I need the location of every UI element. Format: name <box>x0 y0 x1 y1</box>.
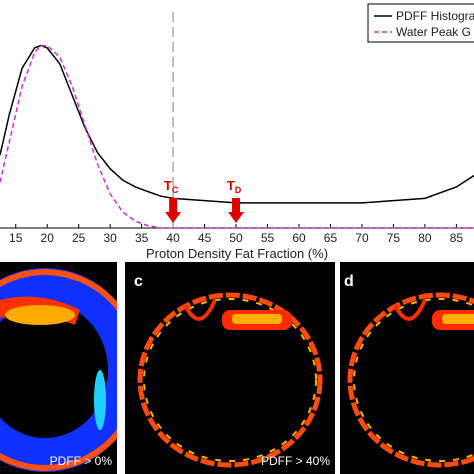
annotation-sub: C <box>172 185 179 195</box>
x-tick-label: 25 <box>72 231 86 245</box>
panel-image <box>125 262 335 474</box>
annotation-arrow <box>228 198 245 223</box>
x-tick-label: 85 <box>450 231 464 245</box>
x-tick-label: 50 <box>229 231 243 245</box>
x-axis-label: Proton Density Fat Fraction (%) <box>146 246 328 261</box>
x-tick-label: 35 <box>135 231 149 245</box>
x-tick-label: 40 <box>166 231 180 245</box>
legend-label: Water Peak G <box>396 25 471 39</box>
x-tick-label: 20 <box>41 231 55 245</box>
annotation-text: T <box>164 178 172 193</box>
panel-label: d <box>344 273 354 290</box>
annotation-sub: D <box>235 185 242 195</box>
x-tick-label: 55 <box>261 231 275 245</box>
data-line <box>0 44 474 204</box>
x-tick-label: 60 <box>292 231 306 245</box>
x-tick-label: 45 <box>198 231 212 245</box>
panel-caption: PDFF > 0% <box>50 454 113 468</box>
legend-box <box>367 3 474 43</box>
annotation-arrow <box>165 198 182 223</box>
annotation: TD <box>227 178 242 195</box>
panel-label: c <box>134 273 143 290</box>
x-tick-label: 70 <box>355 231 369 245</box>
panel-image <box>0 262 117 474</box>
x-tick-label: 65 <box>324 231 338 245</box>
data-line <box>0 44 474 229</box>
annotation: TC <box>164 178 179 195</box>
x-tick-label: 30 <box>103 231 117 245</box>
annotation-text: T <box>227 178 235 193</box>
x-tick-label: 15 <box>9 231 23 245</box>
x-tick-label: 75 <box>387 231 401 245</box>
legend-label: PDFF Histogra <box>396 9 474 23</box>
x-tick-label: 80 <box>418 231 432 245</box>
panel-image <box>340 262 474 474</box>
panel-caption: PDFF > 40% <box>261 454 330 468</box>
